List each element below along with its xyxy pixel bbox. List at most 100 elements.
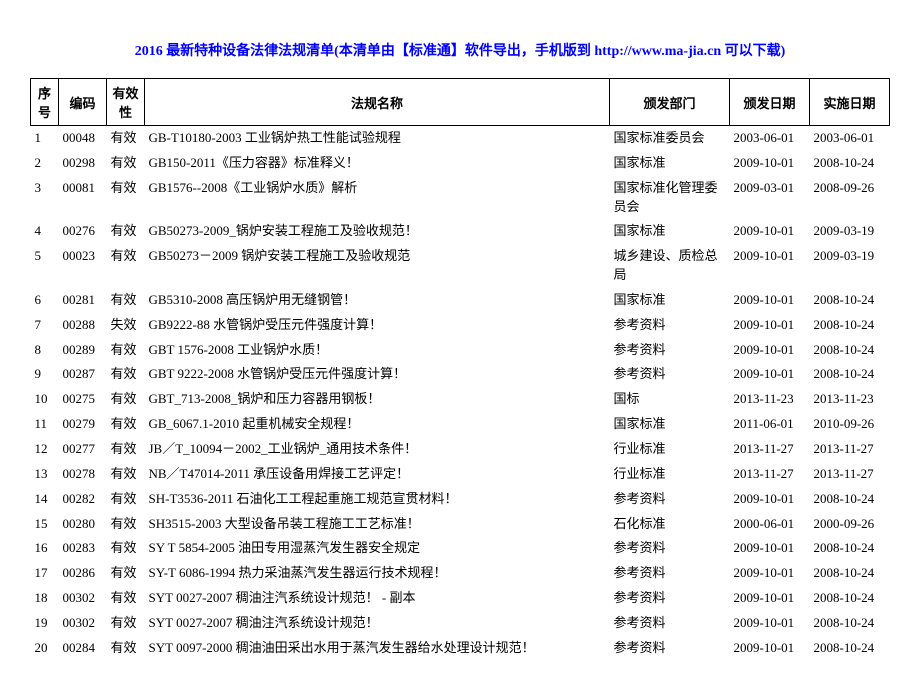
cell-pub: 2011-06-01 xyxy=(730,412,810,437)
cell-valid: 有效 xyxy=(107,176,145,220)
cell-name: GB5310-2008 高压锅炉用无缝钢管！ xyxy=(145,288,610,313)
cell-code: 00277 xyxy=(59,437,107,462)
cell-dept: 国家标准 xyxy=(610,288,730,313)
cell-dept: 参考资料 xyxy=(610,313,730,338)
cell-name: GBT 9222-2008 水管锅炉受压元件强度计算！ xyxy=(145,362,610,387)
table-row: 1700286有效SY-T 6086-1994 热力采油蒸汽发生器运行技术规程！… xyxy=(31,561,890,586)
cell-pub: 2003-06-01 xyxy=(730,126,810,151)
table-row: 300081有效GB1576--2008《工业锅炉水质》解析国家标准化管理委员会… xyxy=(31,176,890,220)
cell-dept: 参考资料 xyxy=(610,487,730,512)
cell-imp: 2008-10-24 xyxy=(810,151,890,176)
cell-pub: 2009-10-01 xyxy=(730,561,810,586)
table-row: 1400282有效SH-T3536-2011 石油化工工程起重施工规范宣贯材料！… xyxy=(31,487,890,512)
cell-imp: 2000-09-26 xyxy=(810,512,890,537)
cell-pub: 2009-10-01 xyxy=(730,219,810,244)
cell-name: GB50273-2009_锅炉安装工程施工及验收规范！ xyxy=(145,219,610,244)
cell-valid: 有效 xyxy=(107,387,145,412)
cell-code: 00284 xyxy=(59,636,107,661)
cell-seq: 3 xyxy=(31,176,59,220)
cell-seq: 10 xyxy=(31,387,59,412)
cell-imp: 2010-09-26 xyxy=(810,412,890,437)
cell-imp: 2008-10-24 xyxy=(810,611,890,636)
table-row: 500023有效GB50273－2009 锅炉安装工程施工及验收规范城乡建设、质… xyxy=(31,244,890,288)
cell-imp: 2013-11-23 xyxy=(810,387,890,412)
cell-seq: 1 xyxy=(31,126,59,151)
cell-code: 00288 xyxy=(59,313,107,338)
cell-code: 00287 xyxy=(59,362,107,387)
cell-seq: 6 xyxy=(31,288,59,313)
cell-pub: 2000-06-01 xyxy=(730,512,810,537)
cell-seq: 4 xyxy=(31,219,59,244)
cell-valid: 有效 xyxy=(107,126,145,151)
table-row: 100048有效GB-T10180-2003 工业锅炉热工性能试验规程国家标准委… xyxy=(31,126,890,151)
cell-dept: 参考资料 xyxy=(610,362,730,387)
cell-code: 00286 xyxy=(59,561,107,586)
cell-name: GB9222-88 水管锅炉受压元件强度计算！ xyxy=(145,313,610,338)
cell-seq: 20 xyxy=(31,636,59,661)
col-dept: 颁发部门 xyxy=(610,79,730,126)
cell-code: 00281 xyxy=(59,288,107,313)
table-row: 1800302有效SYT 0027-2007 稠油注汽系统设计规范！ - 副本参… xyxy=(31,586,890,611)
cell-valid: 有效 xyxy=(107,288,145,313)
cell-name: SYT 0027-2007 稠油注汽系统设计规范！ xyxy=(145,611,610,636)
cell-dept: 参考资料 xyxy=(610,536,730,561)
cell-valid: 有效 xyxy=(107,412,145,437)
cell-valid: 有效 xyxy=(107,636,145,661)
table-row: 900287有效GBT 9222-2008 水管锅炉受压元件强度计算！参考资料2… xyxy=(31,362,890,387)
cell-valid: 有效 xyxy=(107,487,145,512)
cell-valid: 有效 xyxy=(107,586,145,611)
cell-name: GBT_713-2008_锅炉和压力容器用钢板！ xyxy=(145,387,610,412)
cell-seq: 14 xyxy=(31,487,59,512)
cell-name: GB_6067.1-2010 起重机械安全规程！ xyxy=(145,412,610,437)
table-row: 1500280有效SH3515-2003 大型设备吊装工程施工工艺标准！石化标准… xyxy=(31,512,890,537)
cell-imp: 2008-10-24 xyxy=(810,338,890,363)
cell-seq: 9 xyxy=(31,362,59,387)
cell-code: 00282 xyxy=(59,487,107,512)
col-pub: 颁发日期 xyxy=(730,79,810,126)
col-imp: 实施日期 xyxy=(810,79,890,126)
cell-pub: 2013-11-27 xyxy=(730,462,810,487)
cell-imp: 2003-06-01 xyxy=(810,126,890,151)
cell-code: 00298 xyxy=(59,151,107,176)
cell-name: GB1576--2008《工业锅炉水质》解析 xyxy=(145,176,610,220)
table-row: 1100279有效GB_6067.1-2010 起重机械安全规程！国家标准201… xyxy=(31,412,890,437)
cell-dept: 参考资料 xyxy=(610,338,730,363)
cell-name: GBT 1576-2008 工业锅炉水质！ xyxy=(145,338,610,363)
cell-pub: 2013-11-27 xyxy=(730,437,810,462)
cell-code: 00302 xyxy=(59,586,107,611)
table-header-row: 序号 编码 有效性 法规名称 颁发部门 颁发日期 实施日期 xyxy=(31,79,890,126)
cell-dept: 城乡建设、质检总局 xyxy=(610,244,730,288)
cell-pub: 2009-10-01 xyxy=(730,151,810,176)
cell-seq: 5 xyxy=(31,244,59,288)
cell-valid: 有效 xyxy=(107,244,145,288)
cell-code: 00081 xyxy=(59,176,107,220)
cell-imp: 2008-10-24 xyxy=(810,487,890,512)
cell-imp: 2008-10-24 xyxy=(810,313,890,338)
cell-valid: 有效 xyxy=(107,611,145,636)
cell-dept: 国家标准委员会 xyxy=(610,126,730,151)
cell-name: JB／T_10094－2002_工业锅炉_通用技术条件！ xyxy=(145,437,610,462)
cell-code: 00302 xyxy=(59,611,107,636)
cell-code: 00279 xyxy=(59,412,107,437)
col-name: 法规名称 xyxy=(145,79,610,126)
table-row: 400276有效GB50273-2009_锅炉安装工程施工及验收规范！国家标准2… xyxy=(31,219,890,244)
cell-valid: 有效 xyxy=(107,512,145,537)
cell-valid: 有效 xyxy=(107,536,145,561)
cell-name: SH-T3536-2011 石油化工工程起重施工规范宣贯材料！ xyxy=(145,487,610,512)
cell-name: GB50273－2009 锅炉安装工程施工及验收规范 xyxy=(145,244,610,288)
cell-seq: 16 xyxy=(31,536,59,561)
cell-pub: 2009-10-01 xyxy=(730,362,810,387)
cell-dept: 石化标准 xyxy=(610,512,730,537)
page-title: 2016 最新特种设备法律法规清单(本清单由【标准通】软件导出，手机版到 htt… xyxy=(30,40,890,60)
cell-seq: 2 xyxy=(31,151,59,176)
table-row: 2000284有效SYT 0097-2000 稠油油田采出水用于蒸汽发生器给水处… xyxy=(31,636,890,661)
cell-valid: 有效 xyxy=(107,219,145,244)
cell-imp: 2009-03-19 xyxy=(810,244,890,288)
col-code: 编码 xyxy=(59,79,107,126)
cell-name: NB／T47014-2011 承压设备用焊接工艺评定！ xyxy=(145,462,610,487)
table-row: 1600283有效SY T 5854-2005 油田专用湿蒸汽发生器安全规定参考… xyxy=(31,536,890,561)
cell-seq: 7 xyxy=(31,313,59,338)
table-row: 1000275有效GBT_713-2008_锅炉和压力容器用钢板！国标2013-… xyxy=(31,387,890,412)
cell-seq: 17 xyxy=(31,561,59,586)
cell-imp: 2008-10-24 xyxy=(810,536,890,561)
